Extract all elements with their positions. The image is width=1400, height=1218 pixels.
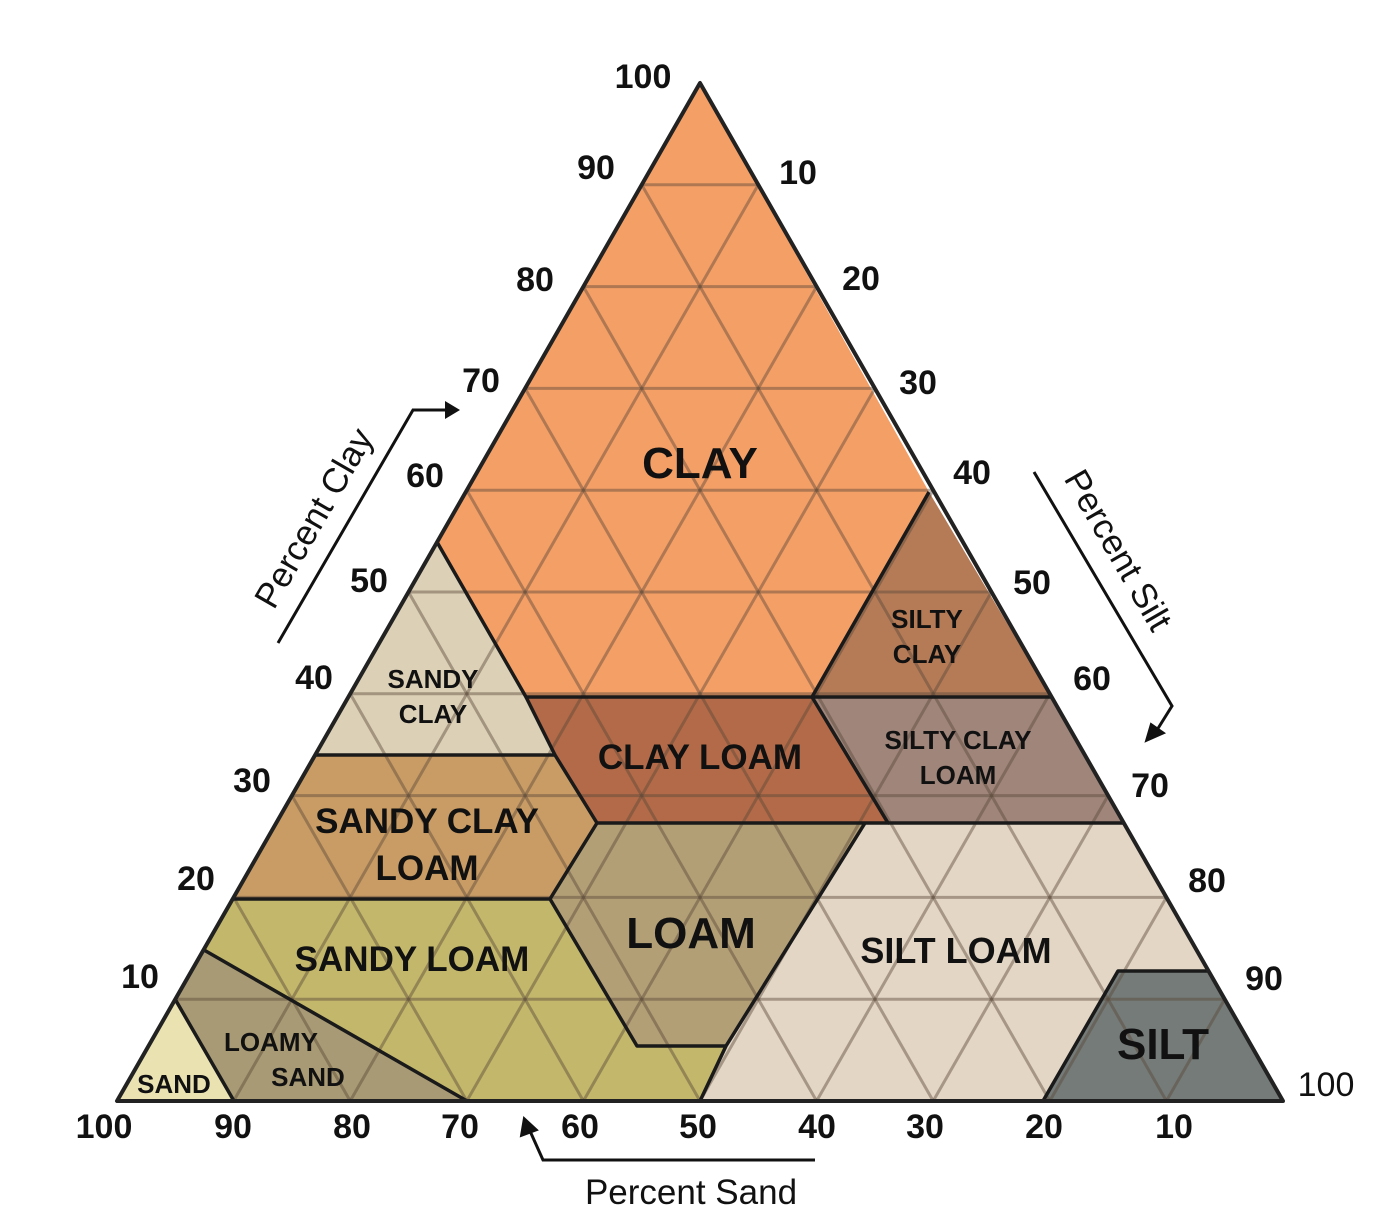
silt-axis-arrow — [1032, 471, 1174, 743]
region-silt-loam — [700, 823, 1208, 1101]
label-silty-clay-loam-line1: SILTY CLAY — [885, 725, 1032, 755]
region-sandy-loam — [204, 899, 726, 1101]
grid-line-silt — [815, 693, 1052, 1101]
sand-tick: 60 — [561, 1108, 599, 1146]
clay-axis-arrow — [276, 401, 460, 644]
grid-line-sand — [407, 591, 702, 1101]
label-loamy-sand-line1: LOAMY — [224, 1027, 318, 1057]
sand-tick: 80 — [333, 1108, 371, 1146]
label-sandy-clay-loam-line1: SANDY CLAY — [315, 802, 539, 841]
label-sandy-clay-line2: CLAY — [399, 699, 467, 729]
clay-tick: 90 — [577, 149, 615, 187]
sand-tick: 70 — [441, 1108, 479, 1146]
region-silt — [1043, 971, 1283, 1101]
region-fills — [117, 83, 1283, 1101]
clay-tick: 70 — [462, 362, 500, 400]
silt-tick: 30 — [899, 364, 937, 402]
region-loamy-sand — [175, 950, 467, 1101]
grid-line-silt — [698, 591, 993, 1101]
clay-tick: 60 — [406, 457, 444, 495]
grid-line-sand — [640, 184, 1168, 1101]
clay-tick: 30 — [233, 762, 271, 800]
silt-tick: 50 — [1013, 564, 1051, 602]
grid-line-silt — [1165, 998, 1227, 1101]
silt-axis-ticks: 10 20 30 40 50 60 70 80 90 100 — [779, 154, 1354, 1104]
silt-tick: 40 — [953, 454, 991, 492]
grid-line-silt — [582, 489, 935, 1101]
region-silty-clay — [812, 492, 1051, 697]
silt-tick: 10 — [779, 154, 817, 192]
silt-tick: 20 — [842, 260, 880, 298]
silt-axis-title-group: Percent Silt — [1032, 463, 1180, 743]
clay-tick: 10 — [121, 958, 159, 996]
clay-tick: 20 — [177, 860, 215, 898]
label-loamy-sand-line2: SAND — [271, 1062, 345, 1092]
clay-tick: 80 — [516, 261, 554, 299]
region-loam — [550, 823, 865, 1046]
label-clay: CLAY — [642, 439, 758, 488]
label-sand: SAND — [137, 1069, 211, 1099]
silt-tick: 70 — [1131, 767, 1169, 805]
region-labels: CLAY SANDY CLAY SILTY CLAY CLAY LOAM SIL… — [137, 439, 1209, 1099]
sand-axis-title-group: Percent Sand — [519, 1116, 815, 1212]
region-silty-clay-loam — [812, 697, 1124, 823]
grid-line-sand — [290, 794, 469, 1101]
grid-line-silt — [1048, 896, 1168, 1101]
sand-tick: 10 — [1155, 1108, 1193, 1146]
label-clay-loam: CLAY LOAM — [598, 738, 802, 777]
label-silty-clay-loam-line2: LOAM — [920, 760, 997, 790]
sand-axis-ticks: 100 90 80 70 60 50 40 30 20 10 — [76, 1108, 1193, 1146]
grid-line-silt — [931, 794, 1110, 1101]
clay-tick: 50 — [350, 562, 388, 600]
silt-corner-label: 100 — [1298, 1066, 1355, 1104]
triangle-outline — [115, 81, 1285, 1103]
region-sand — [117, 999, 234, 1101]
region-sandy-clay — [315, 542, 555, 755]
region-clay — [437, 83, 929, 697]
clay-tick: 100 — [615, 58, 672, 96]
region-clay-loam — [526, 697, 888, 823]
sand-tick: 50 — [679, 1108, 717, 1146]
sand-tick: 40 — [798, 1108, 836, 1146]
label-silt: SILT — [1117, 1020, 1209, 1069]
grid-line-silt — [348, 285, 818, 1101]
grid-line-sand — [523, 387, 935, 1101]
label-sandy-clay-line1: SANDY — [387, 664, 478, 694]
sand-tick: 20 — [1025, 1108, 1063, 1146]
label-sandy-clay-loam-line2: LOAM — [375, 849, 478, 888]
clay-tick: 40 — [295, 659, 333, 697]
label-sandy-loam: SANDY LOAM — [295, 940, 530, 979]
region-borders — [173, 491, 1208, 1103]
sand-tick: 30 — [906, 1108, 944, 1146]
sand-tick: 90 — [214, 1108, 252, 1146]
silt-axis-title: Percent Silt — [1056, 463, 1179, 638]
silt-tick: 80 — [1188, 862, 1226, 900]
grid-line-sand — [582, 285, 1052, 1101]
clay-axis-ticks: 100 90 80 70 60 50 40 30 20 10 — [121, 58, 671, 996]
label-silty-clay-line1: SILTY — [891, 604, 963, 634]
region-sandy-clay-loam — [233, 755, 597, 899]
sand-tick: 100 — [76, 1108, 133, 1146]
sand-axis-title: Percent Sand — [585, 1173, 797, 1212]
grid-lines — [173, 183, 1227, 1101]
grid-line-sand — [465, 489, 818, 1101]
silt-tick: 60 — [1073, 660, 1111, 698]
grid-line-silt — [465, 387, 877, 1101]
label-silt-loam: SILT LOAM — [860, 930, 1051, 971]
silt-tick: 90 — [1245, 960, 1283, 998]
label-loam: LOAM — [626, 909, 756, 958]
sand-axis-arrow — [519, 1116, 815, 1162]
label-silty-clay-line2: CLAY — [893, 639, 961, 669]
